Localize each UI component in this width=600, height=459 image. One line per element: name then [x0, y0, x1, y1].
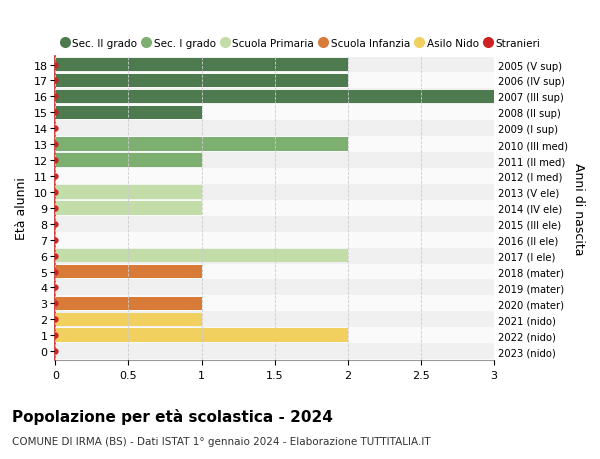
- Bar: [55, 89, 494, 105]
- Bar: [55, 312, 494, 328]
- Bar: [55, 232, 494, 248]
- Bar: [55, 328, 494, 343]
- Bar: [55, 202, 202, 215]
- Bar: [55, 90, 494, 104]
- Bar: [55, 248, 494, 264]
- Text: Popolazione per età scolastica - 2024: Popolazione per età scolastica - 2024: [12, 409, 333, 425]
- Bar: [55, 201, 494, 216]
- Bar: [55, 137, 494, 153]
- Bar: [55, 265, 202, 279]
- Bar: [55, 280, 494, 296]
- Bar: [55, 329, 348, 342]
- Bar: [55, 313, 202, 326]
- Bar: [55, 168, 494, 185]
- Bar: [55, 297, 202, 310]
- Bar: [55, 74, 348, 88]
- Bar: [55, 153, 494, 168]
- Bar: [55, 249, 348, 263]
- Bar: [55, 138, 348, 151]
- Bar: [55, 154, 202, 168]
- Bar: [55, 264, 494, 280]
- Bar: [55, 185, 494, 201]
- Text: COMUNE DI IRMA (BS) - Dati ISTAT 1° gennaio 2024 - Elaborazione TUTTITALIA.IT: COMUNE DI IRMA (BS) - Dati ISTAT 1° genn…: [12, 436, 431, 446]
- Bar: [55, 296, 494, 312]
- Bar: [55, 343, 494, 359]
- Bar: [55, 105, 494, 121]
- Bar: [55, 106, 202, 120]
- Bar: [55, 121, 494, 137]
- Legend: Sec. II grado, Sec. I grado, Scuola Primaria, Scuola Infanzia, Asilo Nido, Stran: Sec. II grado, Sec. I grado, Scuola Prim…: [61, 39, 540, 48]
- Bar: [55, 216, 494, 232]
- Bar: [55, 186, 202, 199]
- Bar: [55, 57, 494, 73]
- Y-axis label: Età alunni: Età alunni: [15, 177, 28, 240]
- Bar: [55, 73, 494, 89]
- Bar: [55, 59, 348, 72]
- Y-axis label: Anni di nascita: Anni di nascita: [572, 162, 585, 254]
